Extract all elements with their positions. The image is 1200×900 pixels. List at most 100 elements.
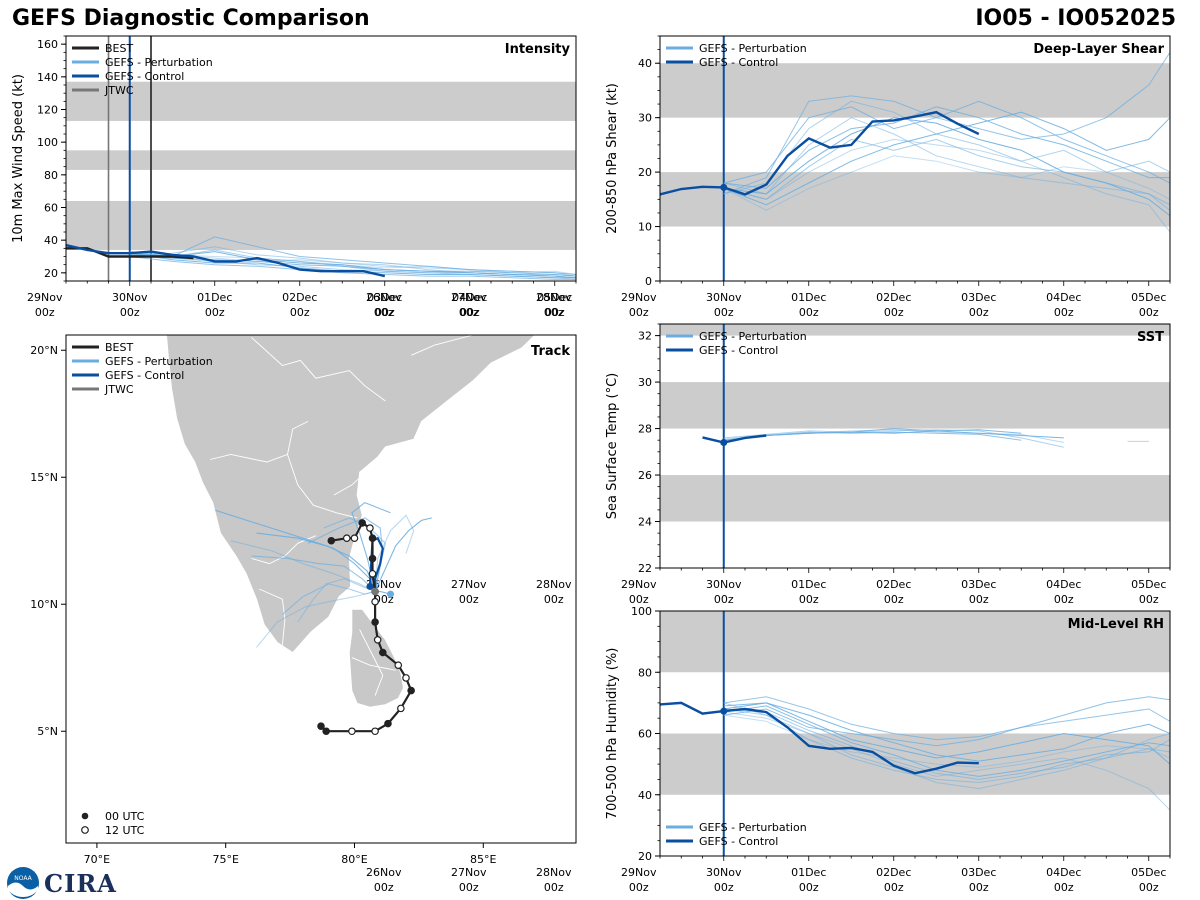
x-tick-label: 03Dec xyxy=(961,291,996,304)
x-tick-sublabel: 00z xyxy=(375,306,395,319)
y-tick-label: 60 xyxy=(44,202,58,215)
x-tick-sublabel: 00z xyxy=(629,593,649,606)
perturbation-line xyxy=(723,138,1170,206)
perturbation-line xyxy=(129,256,576,280)
perturbation-track xyxy=(230,540,376,592)
x-tick-label: 02Dec xyxy=(876,866,911,879)
sri-lanka-land xyxy=(348,608,404,708)
intensity-plot-area xyxy=(66,36,576,281)
control-line xyxy=(660,110,980,196)
cira-logo-text: CIRA xyxy=(44,868,117,898)
x-tick-sublabel: 00z xyxy=(374,881,394,894)
y-tick-label: 160 xyxy=(37,38,58,51)
x-tick-sublabel: 00z xyxy=(544,881,564,894)
perturbation-line xyxy=(723,155,1170,211)
analysis-point xyxy=(720,439,728,447)
x-tick-sublabel: 00z xyxy=(884,306,904,319)
best-point-00utc xyxy=(384,719,392,728)
y-tick-label: 80 xyxy=(44,169,58,182)
legend-label: GEFS - Control xyxy=(699,56,778,69)
y-axis-label: 700-500 hPa Humidity (%) xyxy=(605,648,620,820)
x-tick-sublabel: 00z xyxy=(969,593,989,606)
perturbation-line xyxy=(723,702,1170,765)
perturbation-line xyxy=(129,251,576,275)
best-point-00utc xyxy=(368,534,377,543)
y-tick-label: 80 xyxy=(638,666,652,679)
category-band xyxy=(66,81,576,121)
perturbation-line xyxy=(723,705,1170,777)
rh-plot-area xyxy=(660,611,1170,856)
x-tick-sublabel: 00z xyxy=(1054,881,1074,894)
x-tick-label: 29Nov xyxy=(621,578,657,591)
control-point xyxy=(366,582,374,590)
perturbation-track xyxy=(374,517,432,592)
state-border xyxy=(259,588,286,645)
best-point-12utc xyxy=(373,635,382,644)
india-land xyxy=(166,335,576,654)
x-tick-label: 04Dec xyxy=(1046,291,1081,304)
legend-label: GEFS - Control xyxy=(699,835,778,848)
y-tick-label: 15°N xyxy=(30,471,58,484)
state-border xyxy=(359,629,384,696)
perturbation-track xyxy=(256,590,376,648)
analysis-point xyxy=(720,183,728,191)
legend-label: GEFS - Control xyxy=(105,70,184,83)
y-tick-label: 40 xyxy=(638,57,652,70)
x-tick-sublabel: 00z xyxy=(884,881,904,894)
legend-label: GEFS - Perturbation xyxy=(105,56,213,69)
perturbation-line xyxy=(766,428,1022,436)
x-tick-label: 01Dec xyxy=(791,866,826,879)
category-band xyxy=(660,382,1170,429)
x-tick-label: 02Dec xyxy=(282,291,317,304)
perturbation-line xyxy=(723,714,1170,768)
x-tick-label: 04Dec xyxy=(452,291,487,304)
legend-12utc-marker xyxy=(81,826,89,834)
best-point-12utc xyxy=(342,534,351,543)
category-band xyxy=(660,324,1170,336)
perturbation-line xyxy=(723,708,1170,790)
storm-id: IO05 - IO052025 xyxy=(975,6,1176,31)
x-tick-sublabel: 00z xyxy=(459,593,479,606)
x-tick-label: 29Nov xyxy=(621,291,657,304)
y-tick-label: 10 xyxy=(638,221,652,234)
best-track xyxy=(320,521,413,733)
x-tick-label: 05Dec xyxy=(1131,866,1166,879)
perturbation-line xyxy=(723,702,1170,784)
legend-label: GEFS - Perturbation xyxy=(105,355,213,368)
x-tick-sublabel: 00z xyxy=(799,306,819,319)
y-tick-label: 5°N xyxy=(37,725,58,738)
panel-title: Track xyxy=(531,344,570,359)
x-tick-label: 28Nov xyxy=(536,578,572,591)
x-tick-label: 03Dec xyxy=(961,866,996,879)
perturbation-line xyxy=(723,429,1064,448)
perturbation-track xyxy=(351,501,391,592)
legend-label: BEST xyxy=(105,42,133,55)
y-tick-label: 24 xyxy=(638,516,652,529)
category-band xyxy=(660,611,1170,673)
y-tick-label: 20°N xyxy=(30,344,58,357)
x-tick-label: 29Nov xyxy=(27,291,63,304)
x-tick-sublabel: 00z xyxy=(459,881,479,894)
jtwc-point xyxy=(371,587,379,596)
category-band xyxy=(66,200,576,250)
x-tick-sublabel: 00z xyxy=(799,881,819,894)
x-tick-label: 29Nov xyxy=(621,866,657,879)
best-point-12utc xyxy=(366,524,374,532)
state-border xyxy=(333,454,386,496)
legend-label: GEFS - Control xyxy=(105,369,184,382)
x-tick-sublabel: 00z xyxy=(1054,593,1074,606)
x-tick-label: 85°E xyxy=(470,853,496,866)
x-tick-sublabel: 00z xyxy=(799,593,819,606)
perturbation-line xyxy=(129,249,576,279)
x-tick-label: 05Dec xyxy=(537,291,572,304)
sst-frame xyxy=(659,323,1171,569)
legend-label: GEFS - Perturbation xyxy=(699,42,807,55)
category-band xyxy=(66,150,576,170)
y-tick-label: 40 xyxy=(638,789,652,802)
y-tick-label: 20 xyxy=(638,166,652,179)
y-tick-label: 20 xyxy=(44,267,58,280)
track-map-area xyxy=(166,335,576,736)
y-axis-label: 200-850 hPa Shear (kt) xyxy=(605,83,620,234)
x-tick-sublabel: 00z xyxy=(629,306,649,319)
